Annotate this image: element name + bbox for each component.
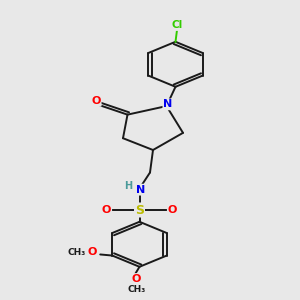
Text: O: O bbox=[102, 205, 111, 215]
Text: O: O bbox=[168, 205, 177, 215]
Text: O: O bbox=[87, 247, 97, 257]
Text: S: S bbox=[135, 203, 144, 217]
Text: Cl: Cl bbox=[171, 20, 183, 30]
Text: CH₃: CH₃ bbox=[68, 248, 86, 257]
Text: N: N bbox=[164, 99, 172, 110]
Text: CH₃: CH₃ bbox=[128, 285, 146, 294]
Text: N: N bbox=[136, 184, 146, 195]
Text: O: O bbox=[91, 96, 101, 106]
Text: H: H bbox=[124, 181, 132, 191]
Text: O: O bbox=[132, 274, 141, 284]
